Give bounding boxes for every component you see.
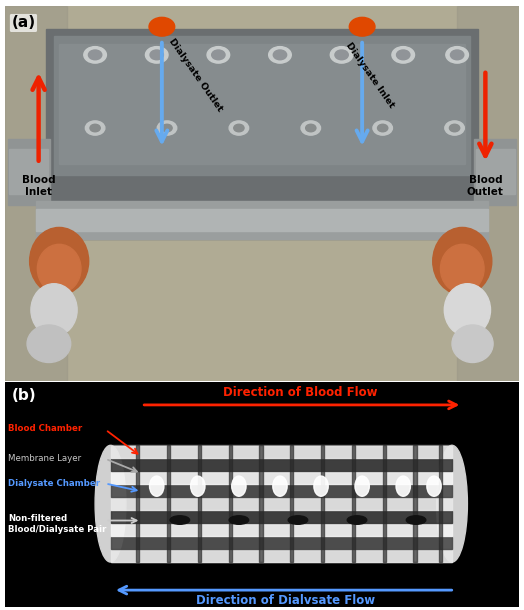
Bar bbox=[111, 472, 452, 484]
Circle shape bbox=[330, 46, 353, 63]
Circle shape bbox=[90, 124, 100, 132]
Bar bbox=[136, 445, 139, 562]
Ellipse shape bbox=[427, 476, 441, 497]
Bar bbox=[111, 447, 452, 458]
Ellipse shape bbox=[37, 245, 81, 293]
Circle shape bbox=[335, 50, 348, 60]
Bar bbox=[259, 445, 263, 562]
Circle shape bbox=[150, 50, 163, 60]
Text: Membrane Layer: Membrane Layer bbox=[8, 454, 81, 463]
Text: Direction of Blood Flow: Direction of Blood Flow bbox=[223, 386, 378, 399]
Circle shape bbox=[212, 50, 225, 60]
Text: Blood Chamber: Blood Chamber bbox=[8, 424, 82, 433]
Circle shape bbox=[89, 50, 102, 60]
Circle shape bbox=[170, 516, 190, 525]
Bar bbox=[59, 44, 465, 163]
Bar bbox=[54, 36, 470, 175]
Bar bbox=[352, 445, 355, 562]
Ellipse shape bbox=[30, 228, 89, 295]
Ellipse shape bbox=[441, 245, 484, 293]
Circle shape bbox=[377, 124, 388, 132]
Bar bbox=[111, 524, 452, 536]
Bar bbox=[111, 511, 452, 523]
Ellipse shape bbox=[436, 445, 467, 562]
Bar bbox=[9, 149, 48, 194]
Bar bbox=[46, 29, 478, 239]
Text: Dialysate Inlet: Dialysate Inlet bbox=[344, 41, 396, 110]
Bar bbox=[290, 445, 293, 562]
Ellipse shape bbox=[355, 476, 369, 497]
Bar bbox=[36, 209, 488, 231]
Text: (b): (b) bbox=[12, 388, 36, 403]
Bar bbox=[167, 445, 170, 562]
Circle shape bbox=[301, 121, 321, 135]
Circle shape bbox=[446, 46, 468, 63]
Bar bbox=[111, 498, 452, 510]
Circle shape bbox=[229, 516, 249, 525]
Circle shape bbox=[207, 46, 230, 63]
Ellipse shape bbox=[149, 476, 164, 497]
Ellipse shape bbox=[444, 284, 490, 336]
Circle shape bbox=[406, 516, 426, 525]
Text: Direction of Dialvsate Flow: Direction of Dialvsate Flow bbox=[195, 594, 375, 607]
Ellipse shape bbox=[314, 476, 328, 497]
Ellipse shape bbox=[433, 228, 492, 295]
Bar bbox=[476, 149, 515, 194]
Bar bbox=[111, 486, 452, 497]
Circle shape bbox=[373, 121, 392, 135]
Circle shape bbox=[347, 516, 367, 525]
Bar bbox=[111, 537, 452, 549]
Circle shape bbox=[84, 46, 106, 63]
Circle shape bbox=[157, 121, 177, 135]
Bar bbox=[413, 445, 417, 562]
Ellipse shape bbox=[273, 476, 287, 497]
Circle shape bbox=[274, 50, 287, 60]
Ellipse shape bbox=[396, 476, 410, 497]
Circle shape bbox=[450, 124, 460, 132]
Text: (a): (a) bbox=[12, 15, 36, 30]
Circle shape bbox=[445, 121, 464, 135]
Circle shape bbox=[149, 17, 174, 36]
Bar bbox=[8, 139, 50, 205]
Text: Non-filtered
Blood/Dialysate Pair: Non-filtered Blood/Dialysate Pair bbox=[8, 514, 106, 534]
Circle shape bbox=[146, 46, 168, 63]
Circle shape bbox=[162, 124, 172, 132]
Circle shape bbox=[229, 121, 249, 135]
Ellipse shape bbox=[31, 284, 77, 336]
Text: Dialysate Chamber: Dialysate Chamber bbox=[8, 479, 100, 488]
Bar bbox=[5, 6, 67, 381]
Ellipse shape bbox=[191, 476, 205, 497]
Ellipse shape bbox=[27, 325, 71, 362]
Circle shape bbox=[305, 124, 316, 132]
Text: Dialysate Outlet: Dialysate Outlet bbox=[167, 37, 224, 113]
Circle shape bbox=[392, 46, 414, 63]
Text: Blood
Outlet: Blood Outlet bbox=[467, 175, 504, 197]
Ellipse shape bbox=[232, 476, 246, 497]
Bar bbox=[383, 445, 386, 562]
Bar bbox=[228, 445, 232, 562]
Bar bbox=[321, 445, 324, 562]
Circle shape bbox=[397, 50, 410, 60]
Circle shape bbox=[451, 50, 464, 60]
Circle shape bbox=[269, 46, 291, 63]
Bar bbox=[111, 445, 452, 562]
Bar bbox=[36, 201, 488, 239]
Bar bbox=[111, 550, 452, 562]
Circle shape bbox=[85, 121, 105, 135]
Text: Blood
Inlet: Blood Inlet bbox=[22, 175, 56, 197]
Ellipse shape bbox=[452, 325, 493, 362]
Bar bbox=[111, 459, 452, 472]
Bar bbox=[198, 445, 201, 562]
Ellipse shape bbox=[95, 445, 126, 562]
Bar bbox=[457, 6, 519, 381]
Bar bbox=[474, 139, 516, 205]
Circle shape bbox=[288, 516, 308, 525]
Circle shape bbox=[234, 124, 244, 132]
Circle shape bbox=[350, 17, 375, 36]
Bar bbox=[439, 445, 442, 562]
